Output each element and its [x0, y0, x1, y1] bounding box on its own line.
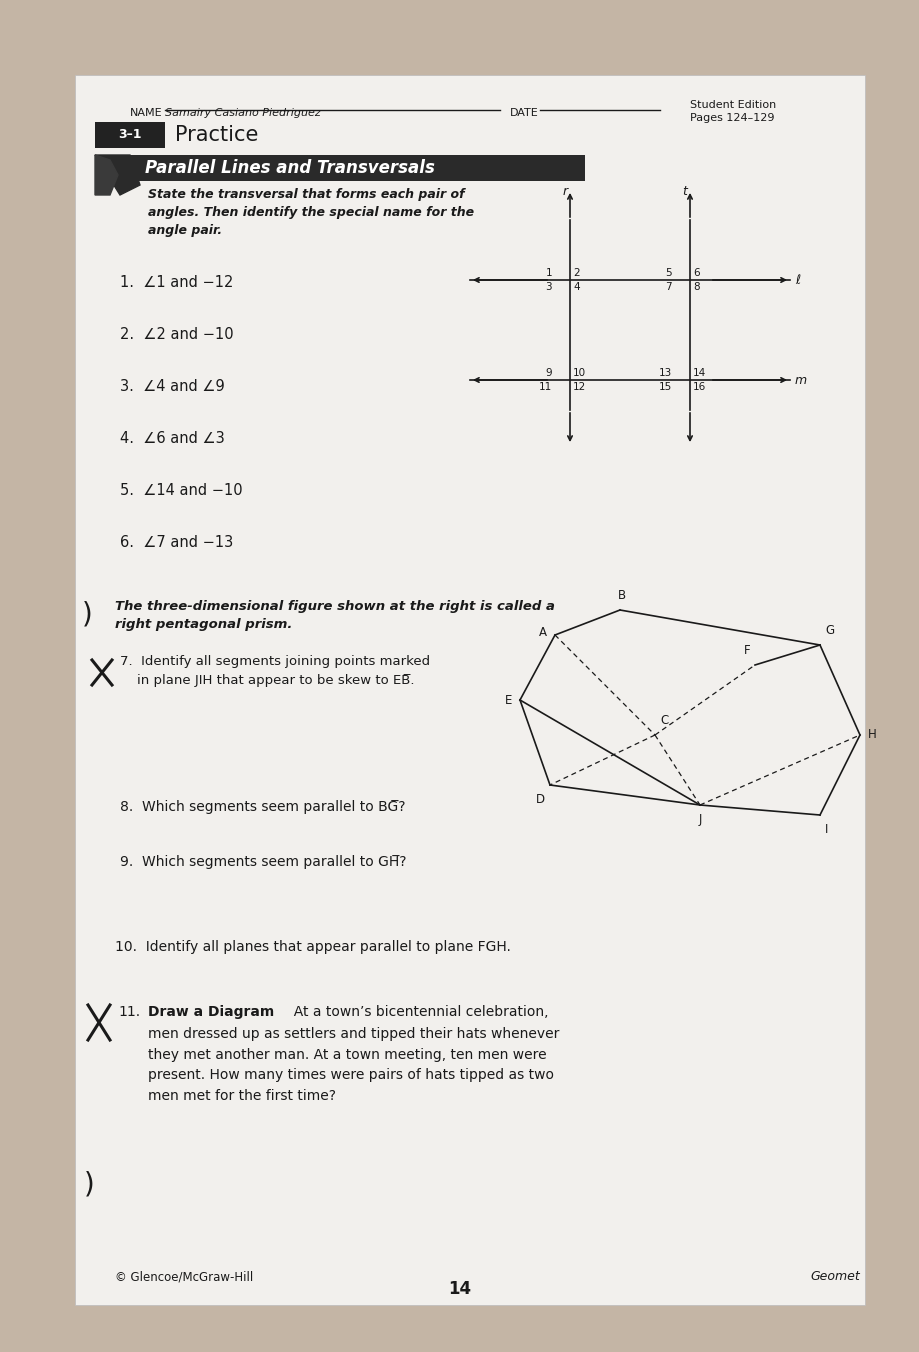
Text: I: I	[824, 823, 827, 836]
Text: 5: 5	[664, 268, 671, 279]
Text: 10.  Identify all planes that appear parallel to plane FGH.: 10. Identify all planes that appear para…	[115, 940, 510, 955]
Text: 15: 15	[658, 383, 671, 392]
Text: 14: 14	[692, 368, 706, 379]
Text: Practice: Practice	[175, 124, 258, 145]
Text: 12: 12	[573, 383, 585, 392]
Text: 10: 10	[573, 368, 585, 379]
Text: Draw a Diagram: Draw a Diagram	[148, 1005, 274, 1019]
FancyBboxPatch shape	[75, 74, 864, 1305]
Text: 11: 11	[539, 383, 551, 392]
Text: G: G	[824, 625, 834, 637]
Text: B: B	[618, 589, 626, 602]
Text: 11.: 11.	[118, 1005, 140, 1019]
Text: ): )	[82, 602, 93, 629]
Polygon shape	[95, 155, 140, 195]
Text: 2: 2	[573, 268, 579, 279]
Text: 14: 14	[448, 1280, 471, 1298]
Text: F: F	[743, 644, 750, 657]
Text: D: D	[535, 794, 544, 806]
Text: 1.  ∠1 and −12: 1. ∠1 and −12	[119, 274, 233, 289]
Text: 5.  ∠14 and −10: 5. ∠14 and −10	[119, 483, 243, 498]
Text: men dressed up as settlers and tipped their hats whenever
they met another man. : men dressed up as settlers and tipped th…	[148, 1028, 559, 1103]
Text: 7.  Identify all segments joining points marked
    in plane JIH that appear to : 7. Identify all segments joining points …	[119, 654, 430, 687]
Text: ): )	[84, 1171, 95, 1199]
Text: 8: 8	[692, 283, 698, 292]
Polygon shape	[95, 155, 118, 195]
Text: DATE: DATE	[509, 108, 539, 118]
Text: Student Edition
Pages 124–129: Student Edition Pages 124–129	[689, 100, 776, 123]
Text: 13: 13	[658, 368, 671, 379]
Text: 8.  Which segments seem parallel to BG̅?: 8. Which segments seem parallel to BG̅?	[119, 800, 405, 814]
Text: 3–1: 3–1	[119, 128, 142, 142]
Text: A: A	[539, 626, 547, 639]
Text: 1: 1	[545, 268, 551, 279]
Text: t: t	[682, 185, 686, 197]
Text: 3.  ∠4 and ∠9: 3. ∠4 and ∠9	[119, 379, 224, 393]
Text: Parallel Lines and Transversals: Parallel Lines and Transversals	[145, 160, 435, 177]
Text: ℓ: ℓ	[794, 273, 800, 287]
Text: 2.  ∠2 and −10: 2. ∠2 and −10	[119, 327, 233, 342]
Text: 4: 4	[573, 283, 579, 292]
Text: © Glencoe/McGraw-Hill: © Glencoe/McGraw-Hill	[115, 1270, 253, 1283]
Text: J: J	[698, 813, 701, 826]
Text: E: E	[505, 694, 512, 707]
Text: 9: 9	[545, 368, 551, 379]
Text: NAME: NAME	[130, 108, 163, 118]
Text: 3: 3	[545, 283, 551, 292]
Text: 6.  ∠7 and −13: 6. ∠7 and −13	[119, 535, 233, 550]
Text: Samairy Casiano Piedriguez: Samairy Casiano Piedriguez	[165, 108, 321, 118]
Text: State the transversal that forms each pair of
angles. Then identify the special : State the transversal that forms each pa…	[148, 188, 473, 237]
Text: 4.  ∠6 and ∠3: 4. ∠6 and ∠3	[119, 431, 224, 446]
Text: r: r	[562, 185, 567, 197]
Text: 7: 7	[664, 283, 671, 292]
Text: 16: 16	[692, 383, 706, 392]
Text: H: H	[867, 729, 876, 741]
Text: m: m	[794, 373, 806, 387]
Text: Geomet: Geomet	[810, 1270, 859, 1283]
Text: 6: 6	[692, 268, 698, 279]
Text: At a town’s bicentennial celebration,: At a town’s bicentennial celebration,	[285, 1005, 548, 1019]
Text: The three-dimensional figure shown at the right is called a
right pentagonal pri: The three-dimensional figure shown at th…	[115, 600, 554, 631]
FancyBboxPatch shape	[95, 155, 584, 181]
Text: 9.  Which segments seem parallel to GH̅?: 9. Which segments seem parallel to GH̅?	[119, 854, 406, 869]
Text: C: C	[659, 714, 667, 727]
FancyBboxPatch shape	[95, 122, 165, 147]
